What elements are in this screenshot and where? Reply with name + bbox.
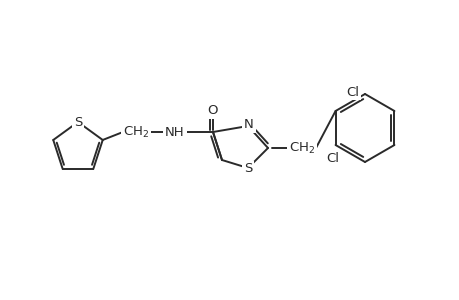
Text: CH$_2$: CH$_2$ [123,124,149,140]
Text: CH$_2$: CH$_2$ [288,140,314,155]
Text: NH: NH [165,125,185,139]
Text: S: S [243,163,252,176]
Text: Cl: Cl [345,85,358,98]
Text: N: N [244,118,253,131]
Text: O: O [207,104,218,118]
Text: Cl: Cl [325,152,338,166]
Text: S: S [73,116,82,128]
